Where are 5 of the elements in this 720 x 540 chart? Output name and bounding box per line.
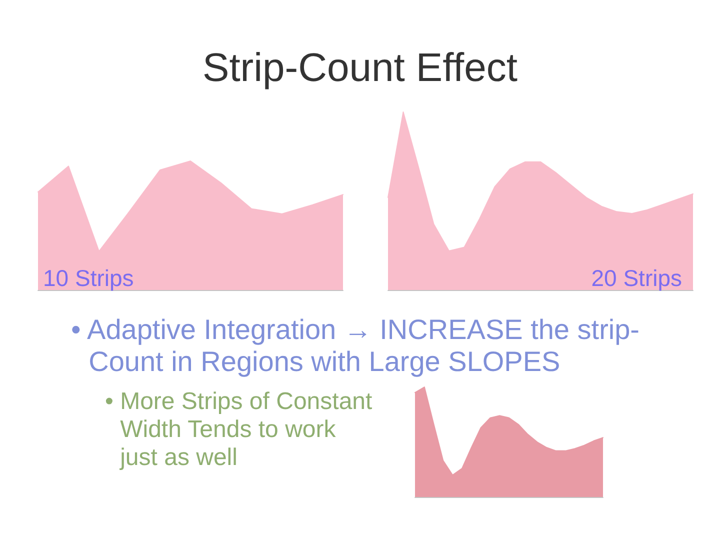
text: • Adaptive Integration → INCREASE the strip-Count in Regions with Large SLOPES [71,314,641,378]
annotation: 10 Strips [43,265,134,291]
text: Strip-Count Effect [202,45,518,91]
annotation: 20 Strips [591,265,682,291]
text: • More Strips of Constant Width Tends to work just as well [105,388,374,472]
